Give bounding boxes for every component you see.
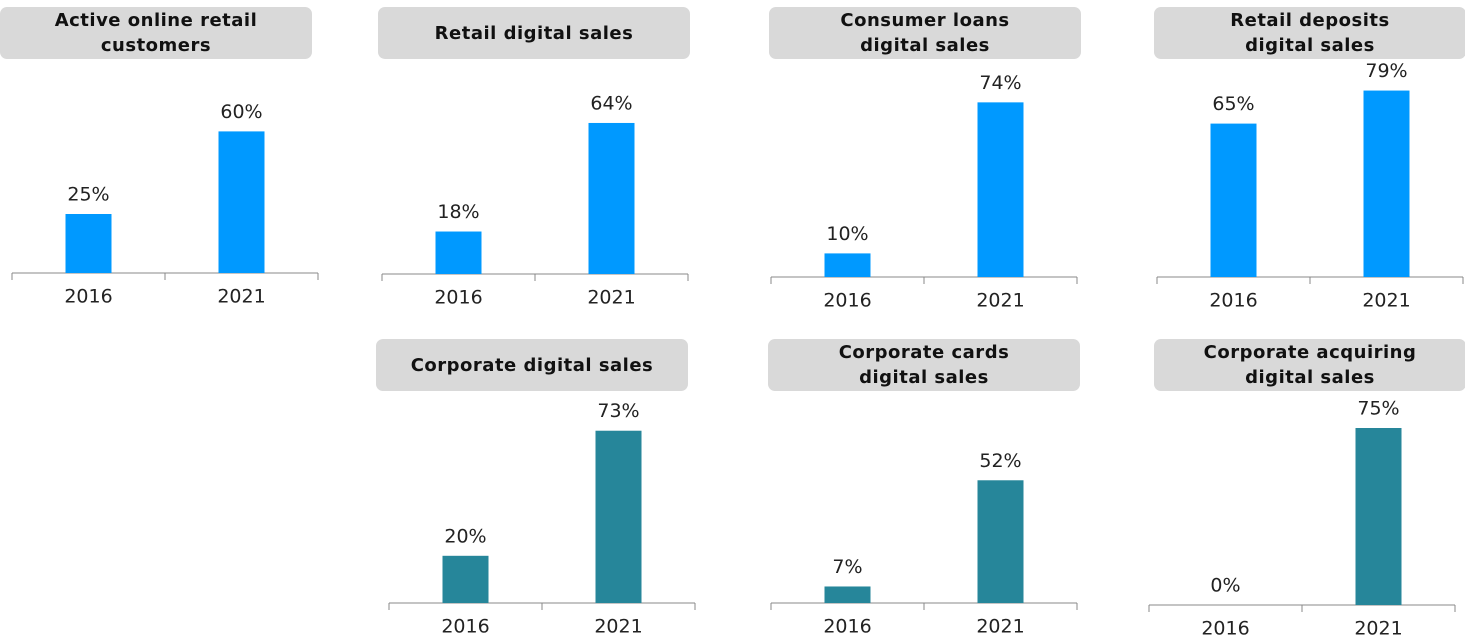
x-tick-label: 2021 xyxy=(976,290,1024,312)
bar xyxy=(824,586,871,603)
x-tick-label: 2021 xyxy=(217,286,265,308)
x-tick-label: 2021 xyxy=(1362,290,1410,312)
value-label: 79% xyxy=(1365,60,1407,82)
x-tick-label: 2016 xyxy=(434,287,482,309)
bar xyxy=(442,555,489,603)
value-label: 75% xyxy=(1357,398,1399,420)
value-label: 25% xyxy=(67,184,109,206)
chart-title: Retail digital sales xyxy=(378,7,690,59)
bar xyxy=(977,102,1024,277)
x-tick-label: 2016 xyxy=(64,286,112,308)
value-label: 73% xyxy=(597,400,639,422)
x-tick-label: 2016 xyxy=(1201,618,1249,640)
value-label: 10% xyxy=(826,223,868,245)
chart-title: Corporate cards digital sales xyxy=(768,339,1080,391)
bar xyxy=(824,253,871,277)
value-label: 65% xyxy=(1212,93,1254,115)
bar xyxy=(65,214,112,273)
bar xyxy=(1363,90,1410,277)
x-tick-label: 2021 xyxy=(1354,618,1402,640)
x-tick-label: 2021 xyxy=(976,616,1024,638)
bar xyxy=(595,430,642,603)
value-label: 0% xyxy=(1210,575,1240,597)
x-tick-label: 2016 xyxy=(441,616,489,638)
bar xyxy=(588,122,635,275)
value-label: 60% xyxy=(220,101,262,123)
chart-title: Corporate acquiring digital sales xyxy=(1154,339,1465,391)
bar xyxy=(977,480,1024,603)
x-tick-label: 2016 xyxy=(823,616,871,638)
chart-title: Active online retail customers xyxy=(0,7,312,59)
value-label: 64% xyxy=(590,92,632,114)
bar xyxy=(1210,123,1257,277)
x-tick-label: 2016 xyxy=(1209,290,1257,312)
bar xyxy=(218,131,265,273)
value-label: 7% xyxy=(832,556,862,578)
x-tick-label: 2016 xyxy=(823,290,871,312)
value-label: 74% xyxy=(979,72,1021,94)
bar xyxy=(435,231,482,274)
chart-title: Corporate digital sales xyxy=(376,339,688,391)
bar xyxy=(1355,428,1402,605)
x-tick-label: 2021 xyxy=(587,287,635,309)
chart-title: Retail deposits digital sales xyxy=(1154,7,1465,59)
value-label: 20% xyxy=(444,525,486,547)
chart-title: Consumer loans digital sales xyxy=(769,7,1081,59)
value-label: 18% xyxy=(437,201,479,223)
x-tick-label: 2021 xyxy=(594,616,642,638)
value-label: 52% xyxy=(979,450,1021,472)
